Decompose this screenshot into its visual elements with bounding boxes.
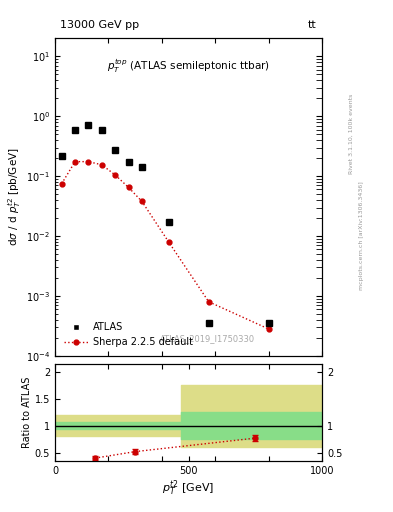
Legend: ATLAS, Sherpa 2.2.5 default: ATLAS, Sherpa 2.2.5 default: [60, 318, 197, 351]
Text: $p_T^{top}$ (ATLAS semileptonic ttbar): $p_T^{top}$ (ATLAS semileptonic ttbar): [107, 57, 270, 75]
Y-axis label: d$\sigma$ / d $p_T^{t2}$ [pb/GeV]: d$\sigma$ / d $p_T^{t2}$ [pb/GeV]: [6, 148, 23, 246]
Text: 13000 GeV pp: 13000 GeV pp: [61, 20, 140, 31]
Text: tt: tt: [308, 20, 317, 31]
X-axis label: $p_T^{t2}$ [GeV]: $p_T^{t2}$ [GeV]: [162, 478, 215, 498]
Text: Rivet 3.1.10, 100k events: Rivet 3.1.10, 100k events: [349, 94, 354, 174]
Text: ATLAS_2019_I1750330: ATLAS_2019_I1750330: [160, 334, 255, 343]
Y-axis label: Ratio to ATLAS: Ratio to ATLAS: [22, 376, 32, 448]
Text: mcplots.cern.ch [arXiv:1306.3436]: mcplots.cern.ch [arXiv:1306.3436]: [359, 181, 364, 290]
